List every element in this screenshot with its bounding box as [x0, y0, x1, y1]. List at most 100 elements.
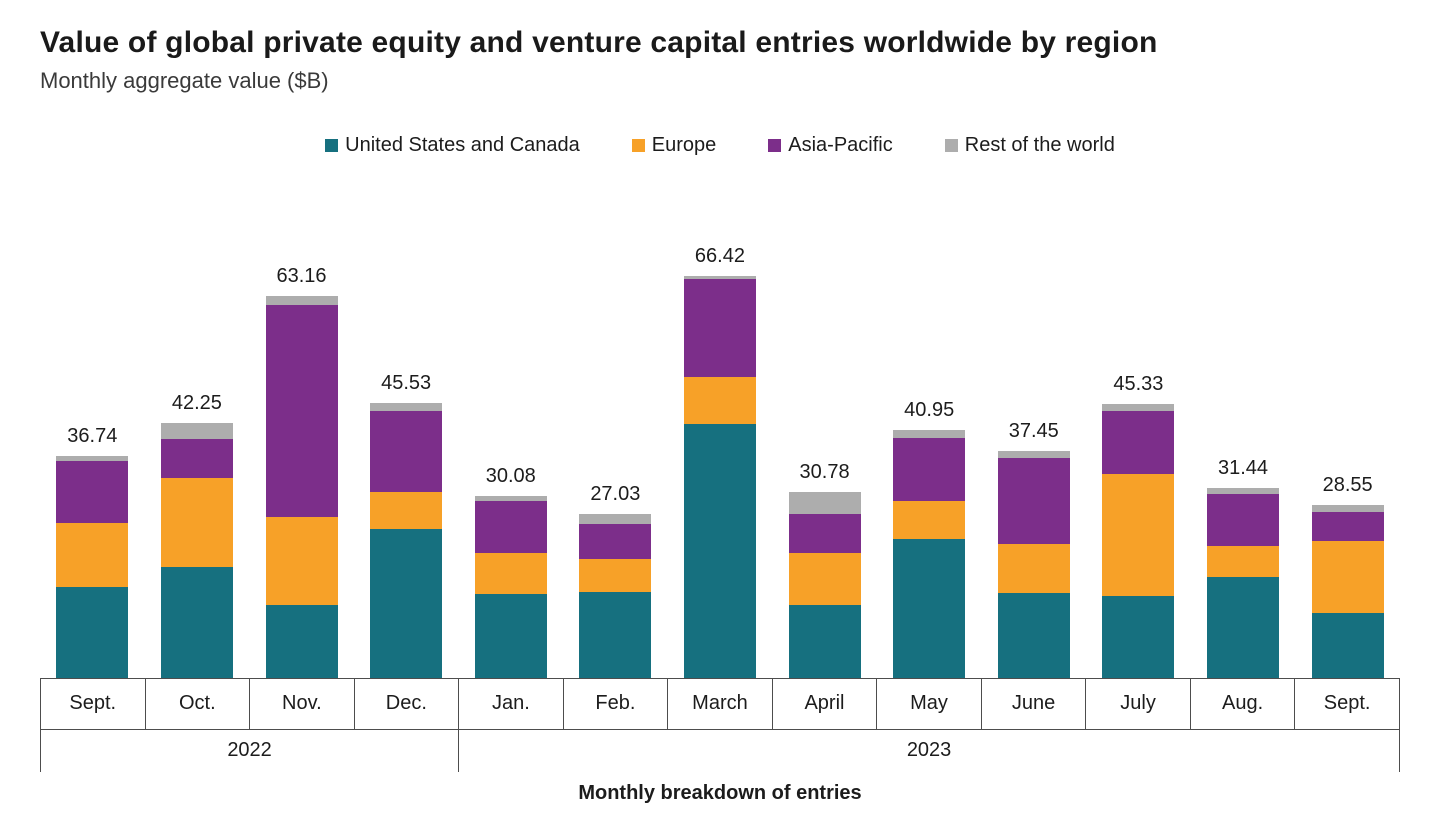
stacked-bar — [160, 422, 233, 678]
bar-total-label: 42.25 — [171, 391, 222, 414]
bar-segment-united-states-and-canada — [788, 605, 861, 678]
x-tick-label-may-8: May — [877, 679, 982, 729]
bar-segment-united-states-and-canada — [1207, 577, 1279, 678]
stacked-bar — [997, 451, 1070, 678]
bar-total-label: 31.44 — [1217, 456, 1269, 479]
bar-segment-asia-pacific — [56, 460, 129, 524]
bar-segment-united-states-and-canada — [997, 593, 1070, 678]
bar-segment-europe — [788, 552, 861, 606]
stacked-bar — [579, 514, 652, 678]
bar-column-aug-11: 31.44 — [1191, 457, 1296, 678]
legend-label: Europe — [651, 134, 717, 156]
bar-segment-asia-pacific — [1102, 411, 1175, 474]
x-tick-label-jan-4: Jan. — [459, 679, 564, 729]
bar-total-label: 30.78 — [799, 460, 850, 483]
bar-segment-rest-of-the-world — [683, 276, 756, 280]
bar-column-feb-5: 27.03 — [563, 483, 668, 678]
bar-segment-europe — [997, 543, 1070, 594]
bar-segment-rest-of-the-world — [1102, 403, 1175, 412]
x-tick-label-april-7: April — [773, 679, 878, 729]
legend-item-rest-of-the-world: Rest of the world — [944, 134, 1115, 157]
bar-column-sept-12: 28.55 — [1295, 474, 1400, 678]
bar-segment-europe — [1207, 545, 1279, 577]
bar-segment-rest-of-the-world — [788, 491, 861, 514]
legend-label: United States and Canada — [345, 134, 580, 156]
bar-segment-asia-pacific — [474, 500, 547, 554]
bar-column-may-8: 40.95 — [877, 399, 982, 678]
bar-total-label: 27.03 — [590, 483, 641, 506]
legend: United States and Canada Europe Asia-Pacif… — [40, 134, 1400, 157]
stacked-bar — [1102, 403, 1175, 678]
bar-total-label: 36.74 — [67, 424, 118, 447]
bar-segment-united-states-and-canada — [56, 587, 129, 678]
stacked-bar — [265, 295, 338, 678]
page-title: Value of global private equity and ventu… — [40, 26, 1158, 59]
legend-item-united-states-and-canada: United States and Canada — [325, 134, 580, 157]
bar-segment-asia-pacific — [997, 458, 1070, 544]
stacked-bar — [56, 455, 129, 678]
stacked-bar — [788, 491, 861, 678]
bar-column-dec-3: 45.53 — [354, 372, 459, 678]
bar-column-july-10: 45.33 — [1086, 373, 1191, 678]
bar-column-april-7: 30.78 — [772, 461, 877, 678]
bar-segment-rest-of-the-world — [1311, 505, 1384, 512]
bar-segment-rest-of-the-world — [997, 451, 1070, 459]
bar-segment-united-states-and-canada — [1102, 595, 1175, 678]
bar-total-label: 28.55 — [1322, 474, 1373, 497]
x-tick-label-sept-0: Sept. — [41, 679, 146, 729]
plot-area: 36.74 42.25 63.16 45.53 30.08 27.03 66.42 30.78… — [40, 233, 1400, 678]
bar-segment-asia-pacific — [683, 279, 756, 377]
bar-total-label: 45.33 — [1113, 372, 1164, 395]
bar-segment-asia-pacific — [788, 513, 861, 553]
legend-swatch-icon — [631, 139, 645, 152]
stacked-bar — [1311, 505, 1384, 678]
bar-segment-asia-pacific — [265, 305, 338, 518]
bar-segment-rest-of-the-world — [56, 455, 129, 461]
bar-segment-rest-of-the-world — [1207, 487, 1279, 495]
x-tick-label-march-6: March — [668, 679, 773, 729]
bar-column-jan-4: 30.08 — [458, 465, 563, 678]
bar-total-label: 63.16 — [276, 264, 327, 287]
stacked-bar — [474, 496, 547, 678]
bar-column-march-6: 66.42 — [668, 245, 773, 678]
bar-segment-asia-pacific — [160, 438, 233, 479]
bar-segment-europe — [1311, 540, 1384, 614]
bar-segment-asia-pacific — [579, 523, 652, 559]
legend-item-europe: Europe — [631, 134, 717, 157]
bar-segment-united-states-and-canada — [265, 604, 338, 678]
stacked-bar — [683, 276, 756, 678]
bar-segment-asia-pacific — [1311, 511, 1384, 541]
bar-total-label: 40.95 — [904, 399, 955, 422]
x-tick-label-aug-11: Aug. — [1191, 679, 1296, 729]
bar-segment-europe — [893, 500, 966, 539]
x-tick-label-feb-5: Feb. — [564, 679, 669, 729]
bar-segment-united-states-and-canada — [1311, 613, 1384, 678]
x-tick-label-june-9: June — [982, 679, 1087, 729]
x-tick-label-sept-12: Sept. — [1295, 679, 1400, 729]
stacked-bar-chart: 36.74 42.25 63.16 45.53 30.08 27.03 66.42 30.78… — [40, 233, 1400, 805]
legend-label: Asia-Pacific — [788, 134, 893, 156]
x-axis-title: Monthly breakdown of entries — [578, 782, 862, 804]
bar-column-june-9: 37.45 — [981, 420, 1086, 678]
legend-item-asia-pacific: Asia-Pacific — [768, 134, 893, 157]
x-axis-years: 2022 2023 — [40, 730, 1400, 772]
bar-segment-rest-of-the-world — [893, 430, 966, 438]
bar-segment-europe — [265, 517, 338, 605]
bar-segment-united-states-and-canada — [160, 566, 233, 678]
bar-total-label: 45.53 — [381, 371, 432, 394]
x-tick-label-nov-2: Nov. — [250, 679, 355, 729]
bar-segment-europe — [474, 553, 547, 594]
bar-segment-united-states-and-canada — [579, 591, 652, 678]
bar-total-label: 30.08 — [485, 465, 536, 488]
bar-segment-rest-of-the-world — [579, 514, 652, 524]
bar-total-label: 66.42 — [694, 245, 745, 268]
bar-segment-rest-of-the-world — [160, 422, 233, 439]
bar-segment-europe — [683, 376, 756, 424]
stacked-bar — [1207, 487, 1279, 678]
legend-swatch-icon — [768, 139, 782, 152]
bar-segment-rest-of-the-world — [370, 402, 443, 411]
bar-segment-asia-pacific — [893, 437, 966, 501]
bar-column-oct-1: 42.25 — [145, 392, 250, 678]
x-tick-label-oct-1: Oct. — [146, 679, 251, 729]
